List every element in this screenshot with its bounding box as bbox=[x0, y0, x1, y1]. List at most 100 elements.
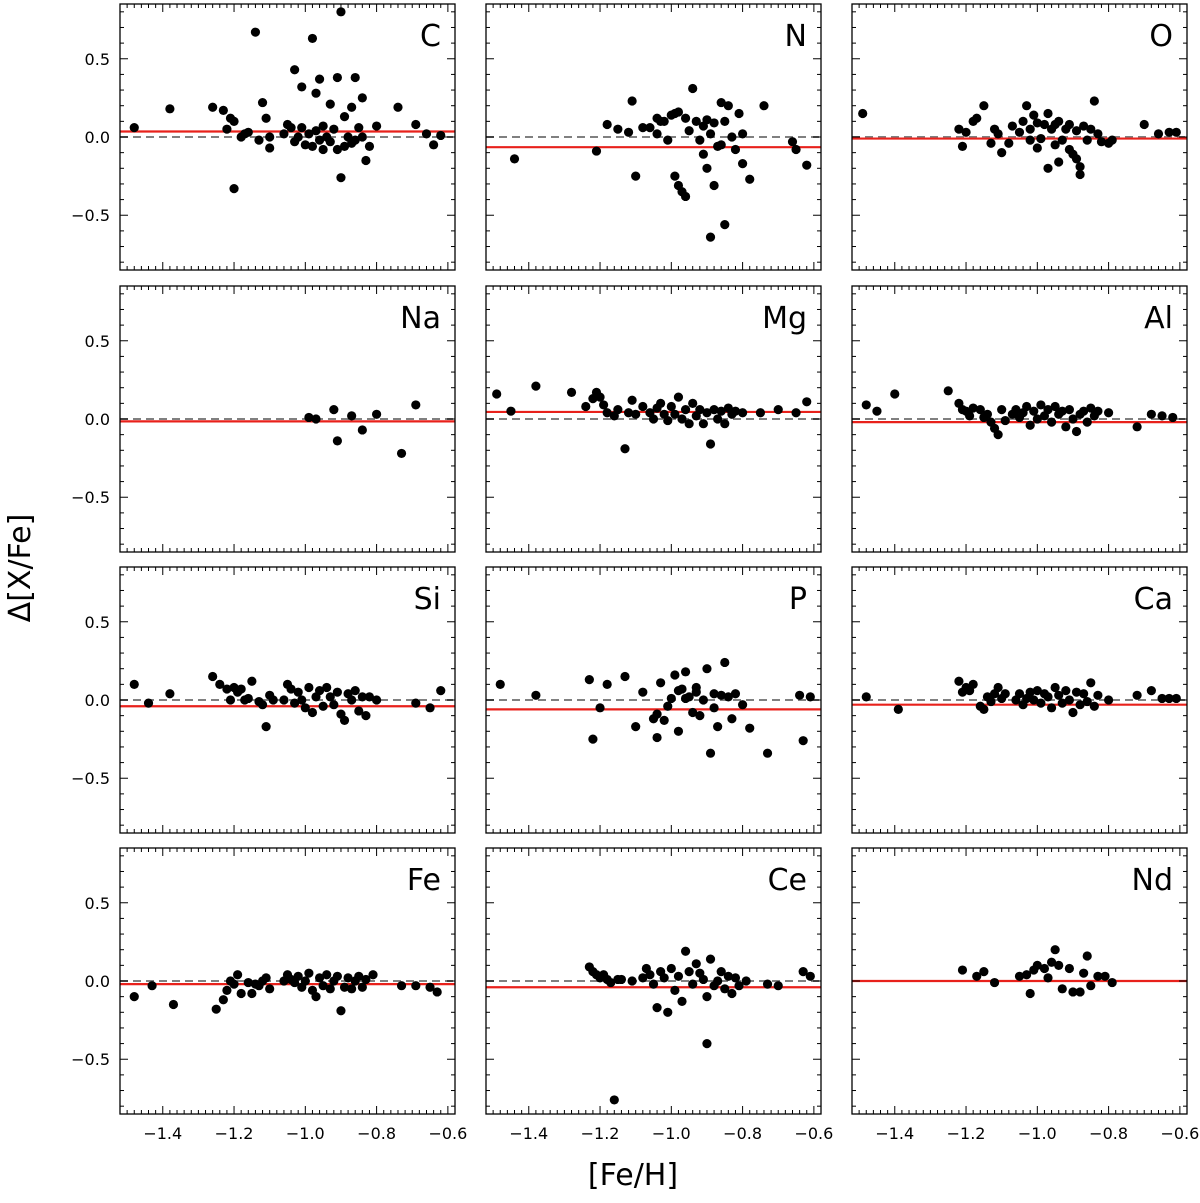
data-point bbox=[673, 392, 684, 402]
data-point bbox=[684, 692, 694, 702]
data-point bbox=[411, 119, 421, 130]
data-point bbox=[243, 127, 253, 137]
data-point bbox=[638, 687, 648, 697]
data-point bbox=[1057, 135, 1067, 145]
panel-element-label: Na bbox=[400, 301, 441, 336]
data-point bbox=[1000, 689, 1010, 699]
data-point bbox=[1082, 951, 1092, 961]
data-point bbox=[1036, 400, 1046, 410]
data-point bbox=[432, 987, 442, 997]
data-point bbox=[684, 126, 694, 136]
data-point bbox=[1025, 135, 1035, 145]
data-point bbox=[304, 412, 314, 423]
data-point bbox=[396, 448, 407, 459]
data-point bbox=[680, 191, 691, 202]
data-point bbox=[737, 408, 748, 418]
data-point bbox=[1039, 119, 1050, 130]
data-point bbox=[759, 101, 769, 111]
data-point bbox=[218, 995, 228, 1005]
data-point bbox=[698, 149, 708, 159]
data-point bbox=[1046, 703, 1057, 713]
data-point bbox=[1132, 690, 1142, 700]
data-point bbox=[364, 141, 375, 151]
data-point bbox=[1043, 108, 1053, 119]
data-point bbox=[1096, 137, 1107, 147]
data-point bbox=[620, 444, 630, 454]
data-point bbox=[893, 704, 903, 714]
data-point bbox=[318, 121, 328, 131]
data-point bbox=[250, 27, 261, 37]
panel-mg: Mg bbox=[485, 285, 822, 553]
data-point bbox=[602, 679, 612, 689]
data-point bbox=[652, 732, 662, 743]
data-point bbox=[421, 129, 432, 139]
data-point bbox=[1064, 119, 1074, 130]
data-point bbox=[954, 676, 964, 686]
data-point bbox=[979, 704, 989, 714]
data-point bbox=[368, 970, 378, 980]
data-point bbox=[591, 146, 602, 156]
data-point bbox=[531, 690, 541, 700]
data-point bbox=[584, 675, 594, 685]
data-point bbox=[716, 406, 726, 416]
data-point bbox=[1082, 135, 1092, 145]
data-point bbox=[705, 129, 716, 139]
y-tick-label: 0.5 bbox=[85, 894, 110, 913]
data-point bbox=[709, 405, 719, 415]
data-point bbox=[325, 692, 335, 702]
data-point bbox=[588, 734, 598, 744]
data-point bbox=[1014, 689, 1025, 699]
data-point bbox=[300, 703, 310, 713]
data-point bbox=[716, 140, 726, 150]
data-point bbox=[361, 974, 371, 985]
data-point bbox=[314, 686, 325, 696]
data-point bbox=[1011, 405, 1021, 415]
data-point bbox=[1050, 682, 1060, 693]
data-point bbox=[325, 99, 335, 109]
data-point bbox=[168, 999, 179, 1010]
data-point bbox=[638, 401, 648, 412]
data-point bbox=[688, 979, 698, 989]
data-point bbox=[1022, 401, 1032, 412]
data-point bbox=[347, 411, 357, 421]
data-point bbox=[1132, 422, 1142, 432]
data-point bbox=[720, 657, 730, 668]
data-point bbox=[1082, 417, 1092, 427]
x-tick-label: −0.6 bbox=[1160, 1124, 1199, 1143]
data-point bbox=[663, 135, 673, 145]
data-point bbox=[595, 703, 605, 713]
data-point bbox=[304, 682, 314, 693]
data-point bbox=[698, 419, 708, 429]
data-point bbox=[638, 973, 648, 983]
data-point bbox=[730, 689, 741, 699]
data-point bbox=[265, 143, 275, 153]
data-point bbox=[354, 123, 364, 133]
data-point bbox=[727, 132, 737, 142]
data-point bbox=[215, 679, 225, 689]
data-point bbox=[1075, 169, 1085, 180]
panel-element-label: Fe bbox=[407, 863, 441, 898]
data-point bbox=[1064, 405, 1074, 415]
data-point bbox=[954, 124, 964, 134]
data-point bbox=[595, 392, 605, 402]
data-point bbox=[297, 82, 307, 92]
panel-al: Al bbox=[851, 285, 1188, 553]
data-point bbox=[727, 714, 737, 724]
data-point bbox=[425, 982, 435, 992]
data-point bbox=[791, 408, 801, 418]
data-point bbox=[631, 409, 641, 419]
data-point bbox=[613, 405, 623, 415]
data-point bbox=[332, 144, 342, 155]
data-point bbox=[1079, 406, 1089, 416]
data-point bbox=[957, 965, 968, 975]
data-point bbox=[691, 959, 701, 969]
data-point bbox=[1157, 693, 1167, 704]
data-point bbox=[279, 129, 289, 139]
data-point bbox=[652, 1003, 662, 1013]
data-point bbox=[1057, 406, 1067, 416]
data-point bbox=[339, 141, 350, 151]
x-tick-label: −0.6 bbox=[428, 1124, 467, 1143]
panel-element-label: Al bbox=[1144, 301, 1173, 336]
data-point bbox=[979, 101, 989, 111]
data-point bbox=[332, 436, 342, 446]
